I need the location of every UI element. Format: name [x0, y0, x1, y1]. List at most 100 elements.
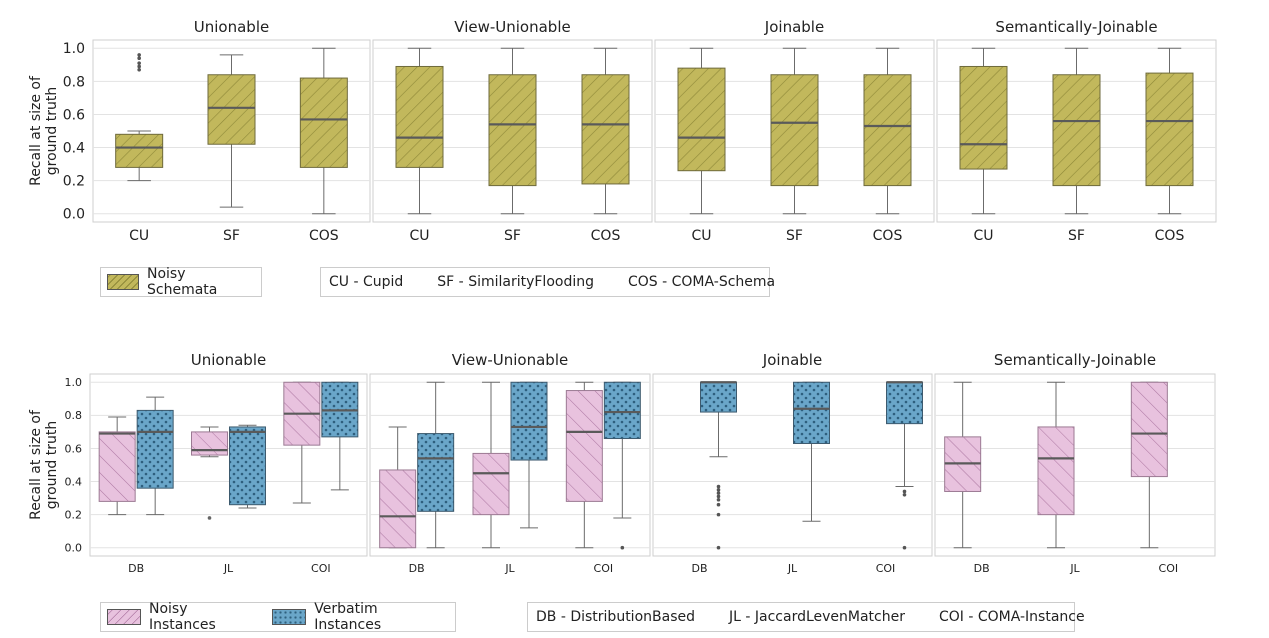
outlier-point [137, 61, 141, 65]
box-iqr [1145, 72, 1194, 187]
box-coi-noisy-instances [1130, 381, 1168, 549]
x-tick-label: SF [1068, 228, 1085, 244]
panel-unionable: Unionable CU SF COS [92, 18, 371, 244]
panel-view-unionable: View-Unionable DB JL COI [369, 351, 651, 575]
x-tick-label: CU [973, 228, 993, 244]
legend-label: Noisy Schemata [147, 266, 218, 298]
y-tick-label: 0.8 [65, 409, 83, 422]
x-tick-label: SF [786, 228, 803, 244]
box-coi-verbatim-instances [603, 381, 641, 550]
noisy-schemata-swatch [107, 274, 139, 290]
x-tick-label: COI [311, 562, 331, 575]
x-tick-label: COI [1159, 562, 1179, 575]
box-jl-verbatim-instances [793, 381, 830, 522]
abbr-jl: JL - JaccardLevenMatcher [729, 609, 905, 625]
panel-frame [934, 373, 1216, 557]
y-axis-label-line: ground truth [44, 421, 60, 509]
box-sf-noisy-schemata [1052, 47, 1101, 215]
box-jl-verbatim-instances [229, 424, 266, 509]
box-cu-noisy-schemata [677, 47, 726, 215]
box-iqr [472, 452, 510, 516]
box-iqr [229, 426, 266, 506]
legend-bottom-series: Noisy Instances Verbatim Instances [100, 601, 456, 633]
box-cu-noisy-schemata [115, 53, 164, 182]
x-tick-label: JL [787, 562, 798, 575]
box-jl-noisy-instances [1037, 381, 1075, 549]
outlier-point [716, 512, 721, 517]
y-tick-label: 0.4 [65, 475, 83, 488]
outlier-point [716, 545, 721, 550]
panel-title: Unionable [194, 18, 269, 36]
y-tick-label: 0.2 [63, 174, 85, 190]
box-db-noisy-instances [944, 381, 982, 549]
box-iqr [98, 431, 136, 502]
box-iqr [136, 409, 174, 489]
abbr-db: DB - DistributionBased [536, 609, 695, 625]
box-jl-noisy-instances [472, 381, 510, 549]
box-iqr [299, 77, 348, 168]
outlier-point [902, 545, 907, 550]
panel-joinable: Joinable CU SF COS [654, 18, 935, 244]
panel-title: View-Unionable [452, 351, 568, 369]
box-iqr [488, 74, 537, 187]
x-tick-label: COI [876, 562, 896, 575]
y-tick-label: 0.2 [65, 508, 83, 521]
panel-title: View-Unionable [454, 18, 570, 36]
panel-title: Semantically-Joinable [994, 351, 1156, 369]
figure-1: Recall at size ofground truth 0.0 0.2 0.4 0.… [28, 18, 1217, 244]
box-iqr [191, 431, 228, 456]
box-iqr [510, 381, 548, 461]
y-tick-label: 1.0 [63, 41, 85, 57]
panel-unionable: Unionable DB JL COI [89, 351, 368, 575]
y-axis-label: Recall at size ofground truth [28, 75, 60, 186]
x-tick-label: JL [1069, 562, 1080, 575]
box-coi-noisy-instances [565, 381, 603, 549]
outlier-point [137, 53, 141, 57]
box-sf-noisy-schemata [770, 47, 819, 215]
x-tick-label: DB [409, 562, 425, 575]
outlier-point [716, 484, 721, 489]
x-tick-label: CU [691, 228, 711, 244]
abbr-cu: CU - Cupid [329, 274, 404, 290]
outlier-point [137, 64, 141, 69]
y-tick-label: 0.0 [65, 542, 83, 555]
box-jl-verbatim-instances [510, 381, 548, 529]
box-iqr [395, 65, 444, 168]
panel-title: Joinable [762, 351, 822, 369]
panel-view-unionable: View-Unionable CU SF COS [372, 18, 653, 244]
noisy-instances-swatch [107, 609, 141, 625]
figure-2: Recall at size ofground truth 0.0 0.2 0.4 0.… [28, 351, 1216, 575]
box-cu-noisy-schemata [395, 47, 444, 215]
panel-frame [369, 373, 651, 557]
y-axis-label-line: Recall at size of [28, 409, 44, 520]
box-iqr [863, 74, 912, 187]
box-cos-noisy-schemata [863, 47, 912, 215]
box-db-verbatim-instances [417, 381, 455, 549]
box-iqr [603, 381, 641, 440]
y-tick-label: 0.6 [65, 442, 83, 455]
panel-semantically-joinable: Semantically-Joinable CU SF COS [936, 18, 1217, 244]
box-iqr [1052, 74, 1101, 187]
legend-entry-verbatim-instances: Verbatim Instances [272, 601, 441, 633]
box-cos-noisy-schemata [1145, 47, 1194, 215]
x-tick-label: COS [873, 228, 903, 244]
box-sf-noisy-schemata [207, 54, 256, 208]
x-tick-label: DB [691, 562, 707, 575]
x-tick-label: DB [974, 562, 990, 575]
outlier-point [620, 545, 625, 550]
x-tick-label: JL [223, 562, 234, 575]
box-iqr [700, 381, 737, 413]
panel-title: Joinable [764, 18, 824, 36]
box-sf-noisy-schemata [488, 47, 537, 215]
x-tick-label: DB [128, 562, 144, 575]
outlier-point [207, 516, 212, 520]
outlier-point [716, 502, 721, 507]
x-tick-label: COS [1155, 228, 1185, 244]
box-db-verbatim-instances [700, 381, 737, 550]
verbatim-instances-swatch [272, 609, 307, 625]
legend-label: Noisy Instances [148, 601, 216, 633]
box-iqr [379, 469, 417, 549]
y-tick-label: 0.6 [63, 107, 85, 123]
box-jl-noisy-instances [191, 426, 228, 520]
panel-frame [89, 373, 368, 557]
